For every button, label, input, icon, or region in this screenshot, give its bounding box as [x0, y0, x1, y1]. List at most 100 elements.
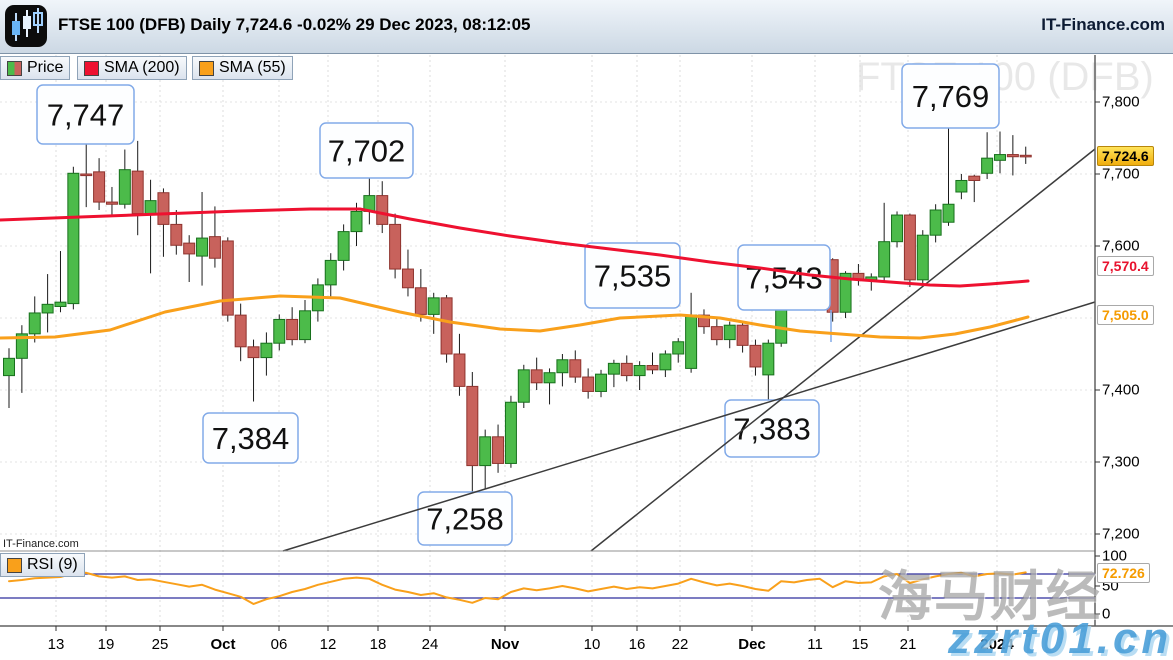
candle-down[interactable] — [376, 195, 389, 225]
candle-down[interactable] — [247, 346, 260, 359]
legend-item-price[interactable]: Price — [0, 56, 71, 80]
candle-down[interactable] — [1006, 154, 1019, 158]
candle-down[interactable] — [697, 314, 710, 328]
sma55-line[interactable] — [0, 294, 1030, 340]
candle-down[interactable] — [582, 376, 595, 392]
candle-up[interactable] — [273, 318, 286, 344]
swing-label-box[interactable] — [36, 84, 135, 145]
candle-down[interactable] — [466, 385, 479, 467]
candle-up[interactable] — [54, 301, 67, 307]
candle-up[interactable] — [41, 303, 54, 314]
candle-up[interactable] — [28, 312, 41, 335]
candle-down[interactable] — [440, 297, 453, 355]
candle-up[interactable] — [607, 362, 620, 375]
candle-down[interactable] — [903, 214, 916, 281]
candle-down[interactable] — [105, 201, 118, 205]
candle-up[interactable] — [955, 179, 968, 193]
candle-down[interactable] — [492, 436, 505, 464]
candle-down[interactable] — [170, 223, 183, 246]
swing-label-box[interactable] — [417, 491, 513, 546]
candle-up[interactable] — [337, 231, 350, 261]
x-axis-label: 06 — [270, 636, 288, 653]
candle-up[interactable] — [659, 353, 672, 371]
candle-up[interactable] — [929, 209, 942, 236]
candle-down[interactable] — [131, 170, 144, 215]
candle-up[interactable] — [260, 342, 273, 359]
sma200-legend-swatch-icon — [84, 60, 99, 76]
candlestick-logo-glyph — [12, 8, 43, 41]
candle-up[interactable] — [981, 157, 994, 174]
candle-down[interactable] — [710, 326, 723, 341]
trendline[interactable] — [282, 301, 1096, 552]
candle-down[interactable] — [80, 173, 93, 177]
swing-label-text: 7,747 — [47, 98, 125, 133]
candle-down[interactable] — [530, 369, 543, 384]
candle-up[interactable] — [118, 169, 131, 205]
candle-up[interactable] — [595, 373, 608, 392]
candle-up[interactable] — [427, 297, 440, 315]
candle-up[interactable] — [672, 341, 685, 355]
candle-up[interactable] — [942, 203, 955, 223]
candle-up[interactable] — [299, 310, 312, 341]
candle-down[interactable] — [389, 223, 402, 270]
candle-up[interactable] — [916, 234, 929, 281]
candle-down[interactable] — [646, 365, 659, 371]
candle-up[interactable] — [633, 365, 646, 377]
candle-up[interactable] — [839, 272, 852, 313]
app-logo-icon[interactable] — [5, 5, 47, 47]
candle-down[interactable] — [93, 171, 106, 203]
candle-up[interactable] — [762, 342, 775, 376]
candle-up[interactable] — [543, 372, 556, 384]
swing-label-text: 7,384 — [212, 421, 290, 456]
swing-label-box[interactable] — [319, 122, 414, 179]
rsi-line[interactable] — [8, 571, 1027, 605]
candle-up[interactable] — [479, 436, 492, 467]
candle-up[interactable] — [144, 200, 157, 215]
y-axis-label: 7,800 — [1102, 93, 1140, 111]
candle-down[interactable] — [1019, 154, 1032, 158]
swing-label-box[interactable] — [584, 242, 681, 309]
candle-up[interactable] — [891, 214, 904, 243]
candle-up[interactable] — [350, 210, 363, 233]
candle-up[interactable] — [556, 359, 569, 374]
candle-up[interactable] — [324, 259, 337, 286]
legend-item-sma55[interactable]: SMA (55) — [192, 56, 293, 80]
candle-down[interactable] — [453, 353, 466, 387]
candle-down[interactable] — [221, 240, 234, 316]
candle-down[interactable] — [157, 192, 170, 225]
brand-link[interactable]: IT-Finance.com — [1041, 15, 1165, 34]
candle-up[interactable] — [878, 241, 891, 278]
swing-label-box[interactable] — [901, 63, 1000, 129]
candle-down[interactable] — [569, 359, 582, 378]
candle-up[interactable] — [67, 172, 80, 305]
candle-down[interactable] — [401, 268, 414, 289]
x-axis-label: 12 — [319, 636, 337, 653]
candle-up[interactable] — [723, 324, 736, 341]
candle-up[interactable] — [504, 401, 517, 464]
candle-down[interactable] — [234, 314, 247, 348]
swing-label-box[interactable] — [724, 399, 820, 458]
legend-item-rsi[interactable]: RSI (9) — [0, 553, 85, 577]
candle-down[interactable] — [736, 324, 749, 346]
candle-up[interactable] — [15, 333, 28, 359]
candle-up[interactable] — [196, 237, 209, 257]
x-axis-label: 10 — [583, 636, 601, 653]
candle-down[interactable] — [620, 362, 633, 377]
candle-up[interactable] — [993, 154, 1006, 161]
candle-up[interactable] — [3, 357, 15, 377]
candle-down[interactable] — [208, 236, 221, 259]
sma200-line[interactable] — [0, 207, 1030, 288]
candle-up[interactable] — [517, 369, 530, 403]
swing-label-box[interactable] — [202, 412, 299, 464]
x-axis-label: 15 — [851, 636, 869, 653]
trendline[interactable] — [590, 148, 1096, 552]
candle-down[interactable] — [183, 242, 196, 255]
y-axis-label: 7,700 — [1102, 165, 1140, 183]
candle-down[interactable] — [286, 318, 299, 341]
candle-down[interactable] — [749, 344, 762, 368]
candle-down[interactable] — [414, 287, 427, 315]
candle-up[interactable] — [685, 314, 698, 369]
candle-down[interactable] — [968, 175, 981, 181]
legend-item-sma200[interactable]: SMA (200) — [77, 56, 187, 80]
